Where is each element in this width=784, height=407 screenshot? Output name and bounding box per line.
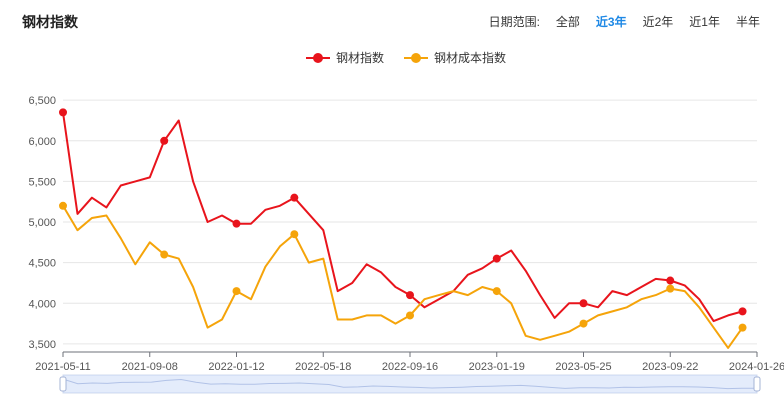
marker-steel-index[interactable] xyxy=(492,254,501,263)
marker-steel-index[interactable] xyxy=(232,219,241,228)
x-tick-label: 2022-01-12 xyxy=(208,361,264,373)
y-tick-label: 6,000 xyxy=(28,136,56,148)
page-title: 钢材指数 xyxy=(22,14,78,30)
marker-steel-index[interactable] xyxy=(738,307,747,316)
series-line-cost-index xyxy=(62,204,744,349)
legend-label-cost-index: 钢材成本指数 xyxy=(434,51,507,65)
x-tick-label: 2023-01-19 xyxy=(469,361,525,373)
legend-label-steel-index: 钢材指数 xyxy=(336,51,385,65)
series-line-steel-index xyxy=(62,111,744,323)
chart-series xyxy=(62,111,744,349)
marker-cost-index[interactable] xyxy=(160,250,169,259)
x-tick-label: 2023-09-22 xyxy=(642,361,698,373)
range-6m-option[interactable]: 半年 xyxy=(735,15,760,29)
date-range-label: 日期范围: xyxy=(488,15,540,29)
zoom-selection[interactable] xyxy=(63,375,757,393)
marker-cost-index[interactable] xyxy=(579,319,588,328)
chart-grid xyxy=(63,99,757,345)
range-2y-option[interactable]: 近2年 xyxy=(642,15,674,29)
zoom-preview-line xyxy=(62,378,758,390)
x-tick-label: 2024-01-26 xyxy=(729,361,784,373)
range-all-option[interactable]: 全部 xyxy=(555,15,580,29)
y-tick-label: 6,500 xyxy=(28,95,56,107)
data-zoom-slider[interactable] xyxy=(59,374,761,394)
marker-cost-index[interactable] xyxy=(406,311,414,320)
marker-cost-index[interactable] xyxy=(232,287,241,296)
y-tick-label: 5,500 xyxy=(28,176,56,188)
y-tick-label: 4,000 xyxy=(28,298,56,310)
range-1y-option[interactable]: 近1年 xyxy=(689,15,720,29)
y-tick-label: 5,000 xyxy=(28,217,56,229)
zoom-handle-left[interactable] xyxy=(59,376,67,392)
marker-steel-index[interactable] xyxy=(290,193,299,202)
x-tick-label: 2022-09-16 xyxy=(382,361,438,373)
marker-steel-index[interactable] xyxy=(160,136,169,145)
legend-item-cost-index[interactable]: 钢材成本指数 xyxy=(404,49,506,66)
marker-cost-index[interactable] xyxy=(492,287,501,296)
marker-cost-index[interactable] xyxy=(290,230,299,239)
chart-axes: 3,500 4,000 4,500 5,000 5,500 6,000 6,500 2021-… xyxy=(28,95,784,373)
marker-steel-index[interactable] xyxy=(579,299,588,308)
marker-cost-index[interactable] xyxy=(738,323,747,332)
legend-swatch-steel-index xyxy=(306,52,330,63)
range-3y-option[interactable]: 近3年 xyxy=(595,15,627,29)
x-tick-label: 2021-05-11 xyxy=(35,361,90,373)
chart-legend: 钢材指数 钢材成本指数 xyxy=(306,49,506,66)
x-tick-label: 2022-05-18 xyxy=(295,361,351,373)
legend-item-steel-index[interactable]: 钢材指数 xyxy=(306,49,384,66)
marker-cost-index[interactable] xyxy=(666,284,675,293)
y-tick-label: 3,500 xyxy=(28,339,56,351)
marker-steel-index[interactable] xyxy=(406,291,414,300)
marker-steel-index[interactable] xyxy=(59,108,67,117)
marker-cost-index[interactable] xyxy=(59,201,67,210)
x-tick-label: 2023-05-25 xyxy=(555,361,611,373)
y-tick-label: 4,500 xyxy=(28,258,56,270)
legend-swatch-cost-index xyxy=(404,52,429,63)
zoom-handle-right[interactable] xyxy=(753,376,761,392)
date-range-selector: 日期范围: 全部 近3年 近2年 近1年 半年 xyxy=(489,13,760,30)
chart-markers xyxy=(59,108,747,332)
x-tick-label: 2021-09-08 xyxy=(122,361,178,373)
marker-steel-index[interactable] xyxy=(666,276,675,285)
